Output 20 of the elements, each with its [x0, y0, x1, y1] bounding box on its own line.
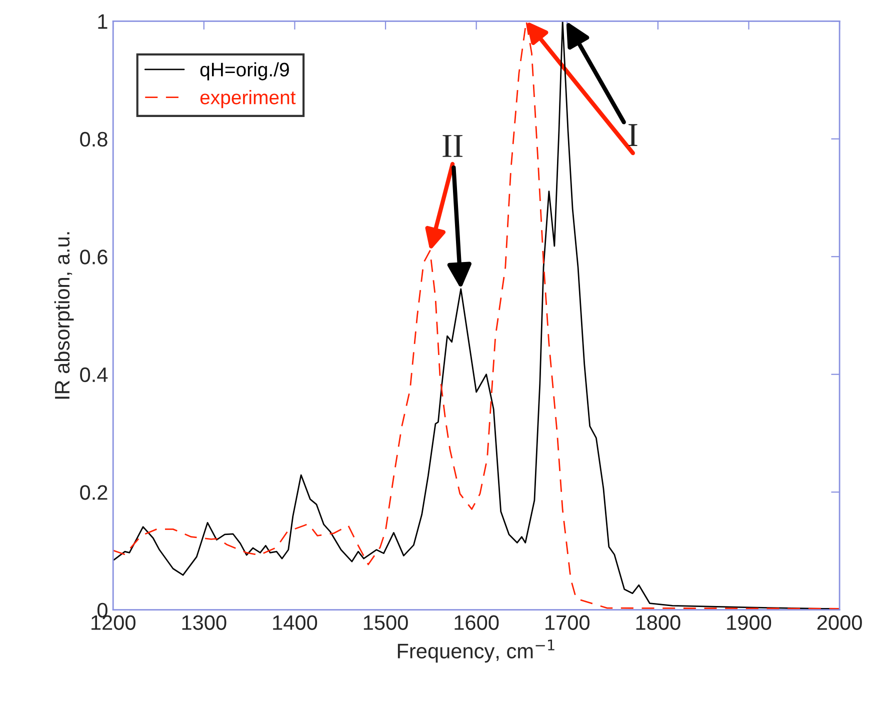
y-tick-label: 0.6 — [80, 250, 108, 264]
x-tick-label: 1700 — [546, 615, 590, 630]
legend-label: experiment — [200, 90, 296, 108]
x-tick-label: 1300 — [182, 615, 226, 630]
annotation: I — [628, 124, 638, 146]
y-tick-label: 0.8 — [80, 132, 108, 147]
y-tick-label: 0.4 — [80, 367, 108, 382]
x-tick-label: 1400 — [273, 615, 318, 630]
annotation: II — [442, 135, 462, 157]
legend-label: qH=orig./9 — [200, 62, 289, 80]
x-tick-label: 1800 — [636, 615, 680, 630]
x-tick-label: 1600 — [454, 615, 499, 630]
y-axis-title: IR absorption, a.u. — [54, 232, 74, 399]
x-tick-label: 2000 — [817, 615, 862, 630]
y-tick-label: 1 — [98, 14, 108, 29]
x-tick-label: 1500 — [364, 615, 408, 630]
x-axis-title: Frequency, cm$^{−1}$ — [398, 640, 554, 663]
line-series — [113, 21, 840, 610]
y-tick-label: 0.2 — [80, 485, 108, 500]
x-tick-label: 1900 — [727, 615, 772, 630]
